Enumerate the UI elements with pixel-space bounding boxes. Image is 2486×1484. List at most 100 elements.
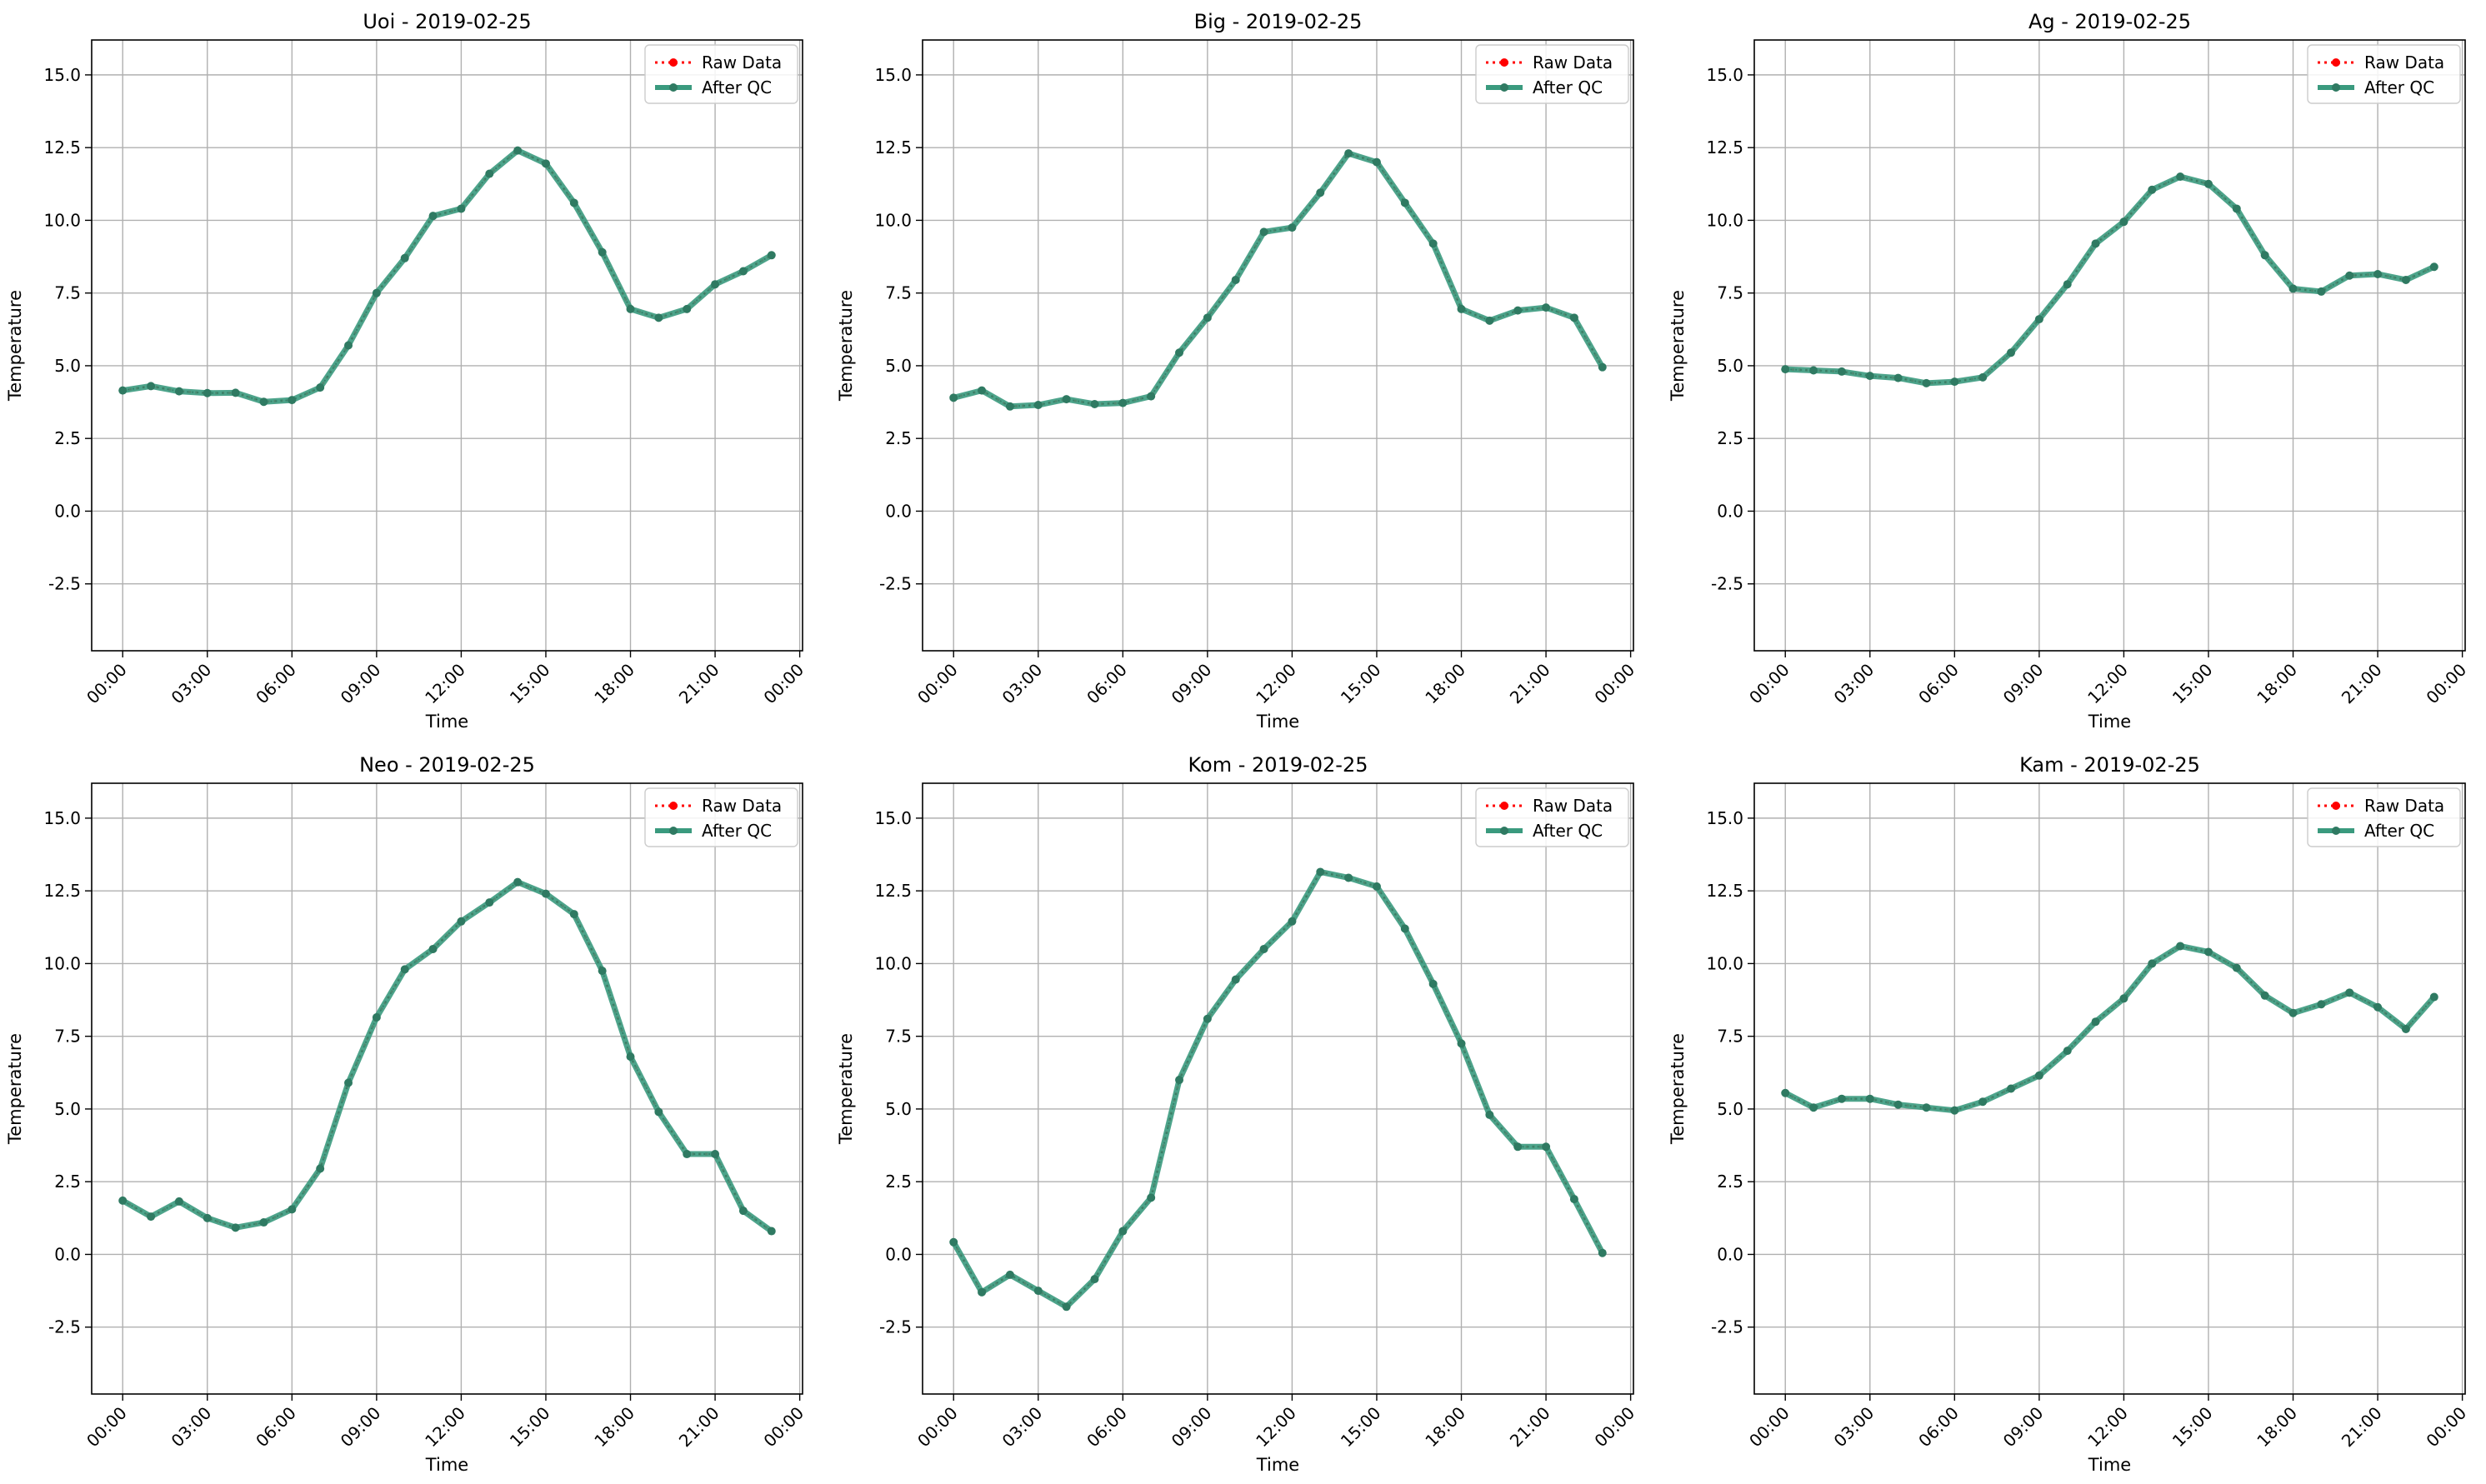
y-tick-label: 5.0: [1717, 356, 1743, 376]
data-point: [949, 393, 958, 402]
subplot-title: Big - 2019-02-25: [1194, 10, 1363, 33]
x-tick-label: 15:00: [1337, 660, 1385, 708]
x-tick-label: 09:00: [337, 660, 385, 708]
data-point: [1542, 303, 1551, 312]
x-tick-label: 18:00: [1421, 1403, 1469, 1452]
x-tick-label: 15:00: [2168, 1403, 2217, 1452]
data-point: [2260, 251, 2269, 260]
y-tick-label: 15.0: [1706, 65, 1743, 85]
data-point: [598, 247, 607, 257]
raw-data-overlay: [953, 152, 1603, 407]
subplot-title: Kam - 2019-02-25: [2019, 753, 2200, 777]
data-point: [1893, 1100, 1903, 1109]
y-tick-label: 2.5: [54, 1172, 81, 1192]
data-point: [1922, 378, 1931, 387]
data-point: [513, 146, 523, 155]
y-tick-label: 0.0: [885, 501, 912, 521]
x-tick-label: 21:00: [2338, 660, 2386, 708]
x-tick-label: 09:00: [1168, 1403, 1216, 1452]
legend-qc-marker: [1500, 83, 1508, 92]
data-point: [118, 386, 128, 395]
y-tick-label: -2.5: [48, 574, 81, 594]
y-tick-label: 7.5: [885, 283, 912, 303]
x-tick-label: 03:00: [998, 660, 1047, 708]
data-point: [2203, 179, 2213, 188]
x-tick-label: 09:00: [1999, 660, 2048, 708]
y-tick-label: 5.0: [1717, 1099, 1743, 1119]
axes-frame: [1753, 39, 2466, 652]
data-point: [1288, 223, 1297, 232]
y-tick-label: 7.5: [54, 283, 81, 303]
legend-raw-label: Raw Data: [702, 796, 782, 816]
after-qc-line: [1785, 173, 2436, 387]
data-point: [2317, 1000, 2326, 1009]
x-tick-label: 03:00: [998, 1403, 1047, 1452]
data-point: [1005, 402, 1014, 411]
y-tick-label: 12.5: [43, 137, 81, 157]
legend-qc-marker: [2332, 827, 2340, 835]
axes-frame: [91, 39, 803, 652]
y-tick-label: 15.0: [43, 808, 81, 828]
y-tick-label: 10.0: [874, 953, 912, 973]
data-point: [2232, 963, 2241, 972]
data-point: [1865, 372, 1874, 381]
y-tick-label: 15.0: [874, 65, 912, 85]
legend-raw-label: Raw Data: [2364, 52, 2444, 72]
data-point: [1542, 1142, 1551, 1152]
data-point: [1513, 1142, 1523, 1152]
data-point: [1147, 1193, 1156, 1202]
data-point: [2429, 262, 2438, 272]
y-tick-label: 10.0: [874, 210, 912, 230]
legend-raw-label: Raw Data: [1533, 52, 1613, 72]
raw-data-overlay: [953, 871, 1603, 1308]
x-tick-label: 09:00: [1999, 1403, 2048, 1452]
legend-raw-marker: [1500, 802, 1508, 810]
data-point: [174, 387, 183, 396]
legend-qc-label: After QC: [1533, 77, 1603, 97]
data-point: [1978, 372, 1988, 382]
x-tick-label: 00:00: [2422, 1403, 2470, 1452]
data-point: [1090, 400, 1099, 409]
data-point: [2176, 172, 2185, 182]
x-tick-label: 06:00: [1914, 660, 1963, 708]
data-point: [457, 204, 466, 213]
subplot-title: Kom - 2019-02-25: [1188, 753, 1368, 777]
data-point: [1090, 1275, 1099, 1284]
data-point: [1316, 867, 1325, 877]
x-tick-label: 00:00: [2422, 660, 2470, 708]
data-point: [738, 1207, 748, 1216]
x-tick-label: 21:00: [1506, 1403, 1554, 1452]
data-point: [1950, 377, 1959, 387]
plot-area: [92, 40, 803, 651]
data-point: [2063, 1047, 2072, 1056]
x-tick-label: 21:00: [1506, 660, 1554, 708]
x-axis-label: Time: [2088, 1455, 2131, 1475]
data-point: [2345, 271, 2354, 280]
data-point: [541, 889, 550, 898]
x-tick-label: 03:00: [1830, 660, 1878, 708]
data-point: [513, 877, 523, 887]
y-tick-label: 5.0: [885, 1099, 912, 1119]
y-tick-label: 2.5: [885, 1172, 912, 1192]
data-point: [2288, 1008, 2298, 1017]
data-point: [1400, 924, 1409, 933]
data-point: [1147, 392, 1156, 401]
legend-qc-label: After QC: [702, 821, 772, 841]
x-tick-label: 18:00: [590, 660, 638, 708]
x-tick-label: 21:00: [675, 1403, 723, 1452]
data-point: [1513, 306, 1523, 315]
data-point: [2034, 1071, 2043, 1080]
data-point: [2288, 284, 2298, 293]
data-point: [1203, 313, 1212, 322]
legend: Raw Data After QC: [2307, 787, 2461, 847]
y-tick-label: 2.5: [54, 428, 81, 448]
data-point: [203, 1213, 212, 1222]
grid: [923, 40, 1633, 651]
data-point: [2148, 185, 2157, 194]
x-tick-label: 12:00: [1252, 1403, 1300, 1452]
data-point: [2373, 1002, 2383, 1012]
y-tick-label: 0.0: [54, 1244, 81, 1264]
data-point: [316, 1164, 325, 1173]
data-point: [1978, 1097, 1988, 1107]
subplot-6: -2.5 0.0 2.5 5.0 7.5 10.0 12.5 15.0 00:00 03:00 06…: [1668, 753, 2470, 1475]
